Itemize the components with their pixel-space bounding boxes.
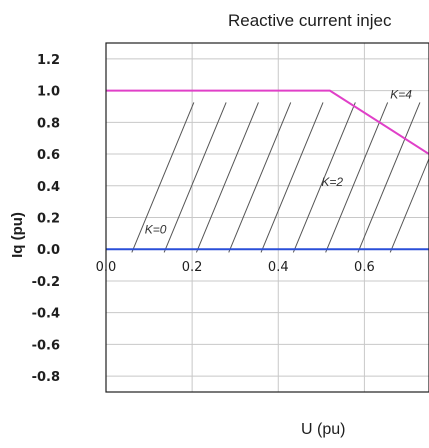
hatch-region: [131, 102, 429, 253]
x-tick-label-2: 0.4: [268, 260, 289, 275]
x-tick-label-3: 0.6: [354, 260, 375, 275]
series-line-0: [106, 89, 429, 155]
x-tick-label-0: 0.0: [96, 260, 117, 275]
hatch-stroke: [260, 102, 324, 253]
y-tick-labels: 1.2 1.0 0.8 0.6 0.4 0.2 0.0 -0.2 -0.4 -0.6 -0.8: [32, 53, 60, 385]
hatch-stroke: [389, 157, 429, 253]
k-label-2: K=0: [145, 222, 167, 236]
x-tick-labels: 0.0 0.2 0.4 0.6: [96, 260, 375, 275]
hatch-stroke: [163, 102, 227, 253]
k-label-1: K=2: [321, 175, 343, 189]
chart-title: Reactive current injec: [228, 11, 392, 30]
y-tick-label-3: 0.6: [37, 148, 60, 163]
y-tick-label-9: -0.6: [32, 338, 60, 353]
hatch-stroke: [195, 102, 259, 253]
y-tick-label-7: -0.2: [32, 275, 60, 290]
series-layer: [106, 89, 429, 251]
x-axis-label: U (pu): [301, 421, 345, 438]
y-tick-label-0: 1.2: [37, 53, 60, 68]
y-tick-label-6: 0.0: [37, 243, 60, 258]
plot-frame: [105, 42, 429, 393]
y-tick-label-8: -0.4: [32, 307, 60, 322]
hatch-stroke: [325, 102, 389, 253]
hatch-stroke: [292, 102, 356, 253]
y-axis-label: Iq (pu): [9, 212, 26, 258]
y-tick-label-5: 0.2: [37, 212, 60, 227]
grid-layer: [105, 43, 429, 392]
k-label-0: K=4: [390, 88, 412, 102]
y-tick-label-2: 0.8: [37, 116, 60, 131]
y-tick-label-4: 0.4: [37, 180, 60, 195]
annotation-layer: K=4 K=2 K=0: [145, 88, 412, 237]
y-tick-label-1: 1.0: [37, 85, 60, 100]
x-tick-label-1: 0.2: [182, 260, 203, 275]
hatch-stroke: [228, 102, 292, 253]
hatch-stroke: [131, 102, 195, 253]
hatch-stroke: [357, 102, 421, 253]
y-tick-label-10: -0.8: [32, 370, 60, 385]
